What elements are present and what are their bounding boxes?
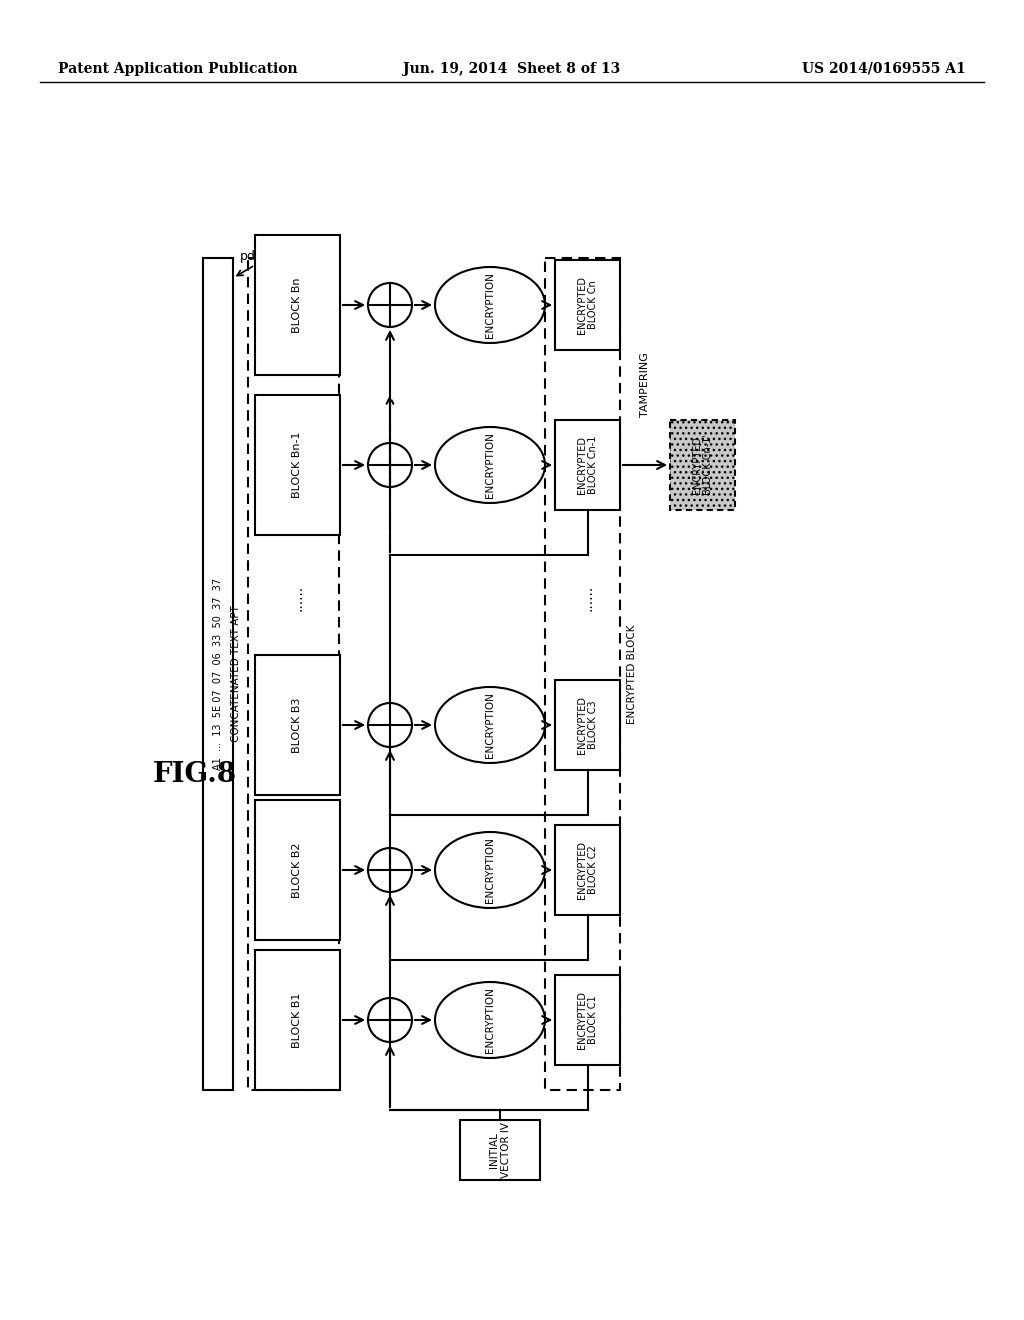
Text: ENCRYPTED
BLOCK Cn-1': ENCRYPTED BLOCK Cn-1'	[691, 434, 714, 495]
Bar	[555, 260, 620, 350]
Ellipse shape	[435, 267, 545, 343]
Ellipse shape	[435, 686, 545, 763]
Text: BLOCK Bn-1: BLOCK Bn-1	[293, 432, 302, 498]
Bar	[555, 420, 620, 510]
Text: BLOCK B3: BLOCK B3	[293, 697, 302, 752]
Bar	[670, 420, 735, 510]
Bar	[255, 950, 340, 1090]
Text: INITIAL
VECTOR IV: INITIAL VECTOR IV	[489, 1122, 511, 1177]
Text: ENCRYPTED
BLOCK C3: ENCRYPTED BLOCK C3	[577, 696, 598, 754]
Bar	[555, 975, 620, 1065]
Bar	[255, 800, 340, 940]
Text: ENCRYPTED
BLOCK Cn-1: ENCRYPTED BLOCK Cn-1	[577, 436, 598, 494]
Bar	[255, 655, 340, 795]
Ellipse shape	[368, 282, 412, 327]
Text: BLOCK Bn: BLOCK Bn	[293, 277, 302, 333]
Text: ENCRYPTED
BLOCK Cn: ENCRYPTED BLOCK Cn	[577, 276, 598, 334]
Bar	[255, 395, 340, 535]
Text: CONCATENATED TEXT APT: CONCATENATED TEXT APT	[231, 606, 241, 742]
Text: ENCRYPTION: ENCRYPTION	[485, 692, 495, 758]
Bar	[460, 1119, 540, 1180]
Text: ......: ......	[291, 585, 304, 611]
Text: TAMPERING: TAMPERING	[640, 352, 650, 417]
Text: Jun. 19, 2014  Sheet 8 of 13: Jun. 19, 2014 Sheet 8 of 13	[403, 62, 621, 77]
Ellipse shape	[368, 704, 412, 747]
Text: ENCRYPTED BLOCK: ENCRYPTED BLOCK	[627, 624, 637, 723]
Bar	[555, 680, 620, 770]
Text: pd: pd	[240, 249, 256, 263]
Text: Patent Application Publication: Patent Application Publication	[58, 62, 298, 77]
Ellipse shape	[435, 982, 545, 1059]
Text: US 2014/0169555 A1: US 2014/0169555 A1	[802, 62, 966, 77]
Text: ENCRYPTION: ENCRYPTION	[485, 837, 495, 903]
Text: BLOCK B2: BLOCK B2	[293, 842, 302, 898]
Text: FIG.8: FIG.8	[153, 762, 238, 788]
Text: BLOCK B1: BLOCK B1	[293, 993, 302, 1048]
Text: ENCRYPTED
BLOCK C1: ENCRYPTED BLOCK C1	[577, 991, 598, 1049]
Text: ......: ......	[581, 585, 595, 611]
Text: A1  ...  13  5E 07  07  06  33  50  37  37: A1 ... 13 5E 07 07 06 33 50 37 37	[213, 578, 223, 770]
Bar	[248, 257, 339, 1090]
Text: ENCRYPTION: ENCRYPTION	[485, 272, 495, 338]
Ellipse shape	[368, 998, 412, 1041]
Text: ENCRYPTION: ENCRYPTION	[485, 432, 495, 498]
Bar	[555, 825, 620, 915]
Bar	[255, 235, 340, 375]
Ellipse shape	[435, 426, 545, 503]
Text: ENCRYPTED
BLOCK C2: ENCRYPTED BLOCK C2	[577, 841, 598, 899]
Ellipse shape	[368, 847, 412, 892]
Bar	[545, 257, 620, 1090]
Text: ENCRYPTION: ENCRYPTION	[485, 987, 495, 1053]
Ellipse shape	[435, 832, 545, 908]
Ellipse shape	[368, 444, 412, 487]
Bar	[203, 257, 233, 1090]
